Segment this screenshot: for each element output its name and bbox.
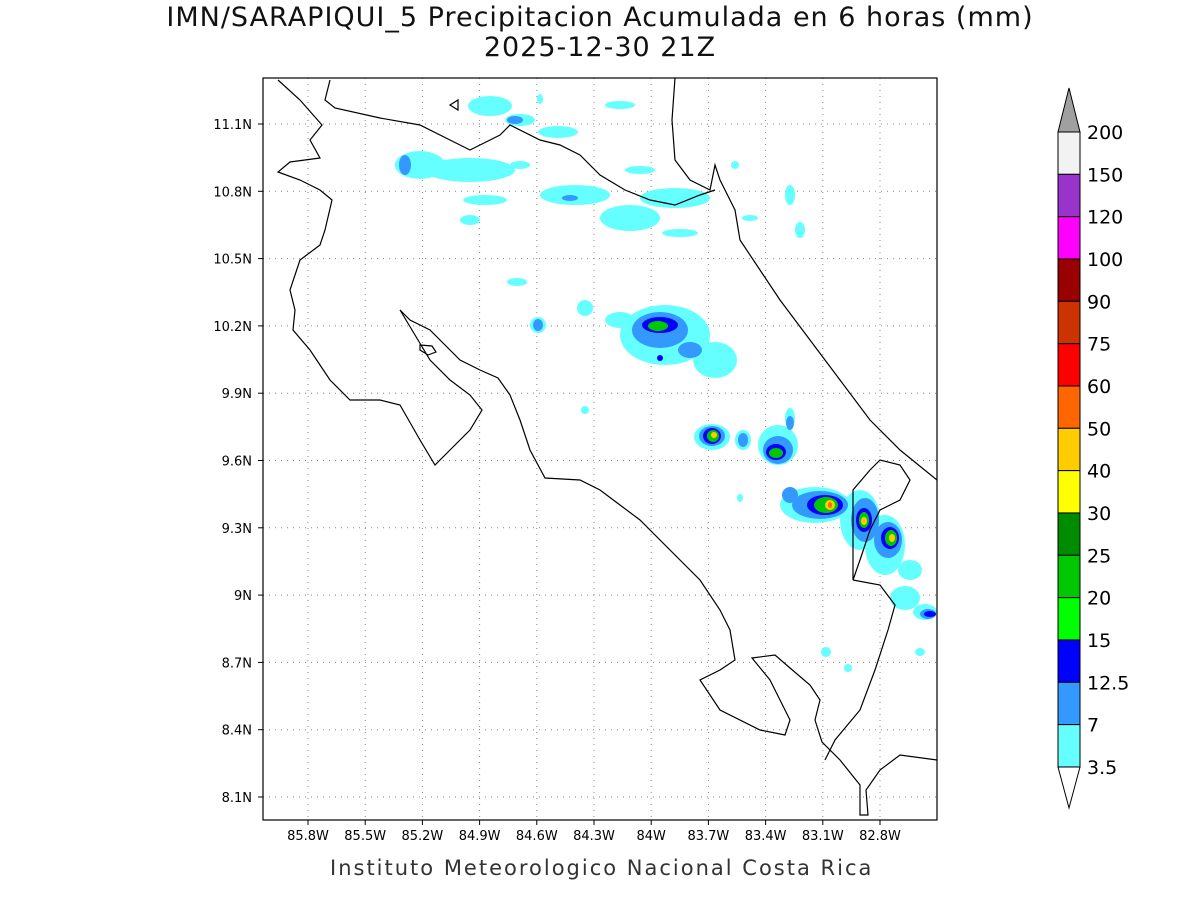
- lat-label: 9.6N: [222, 455, 252, 470]
- lon-label: 85.8W: [287, 829, 329, 844]
- colorbar-label: 75: [1087, 334, 1111, 356]
- lon-label: 84.3W: [573, 829, 615, 844]
- colorbar-label: 200: [1087, 122, 1123, 144]
- lat-label: 10.8N: [213, 185, 252, 200]
- colorbar-box: [1057, 427, 1081, 472]
- lon-label: 85.2W: [401, 829, 443, 844]
- lon-label: 85.5W: [344, 829, 386, 844]
- lat-label: 8.7N: [222, 656, 252, 671]
- lat-label: 10.2N: [213, 320, 252, 335]
- colorbar-label: 120: [1087, 207, 1123, 229]
- lat-label: 9N: [234, 589, 252, 604]
- lon-label: 83.4W: [745, 829, 787, 844]
- lon-label: 83.1W: [802, 829, 844, 844]
- colorbar-label: 20: [1087, 588, 1111, 610]
- colorbar-box: [1057, 173, 1081, 218]
- colorbar-box: [1057, 343, 1081, 387]
- lon-label: 84W: [636, 829, 666, 844]
- map-frame: [262, 77, 938, 821]
- colorbar-box: [1057, 639, 1081, 683]
- colorbar-box: [1057, 724, 1081, 768]
- colorbar-box: [1057, 597, 1081, 641]
- lon-label: 83.7W: [687, 829, 729, 844]
- colorbar-box: [1057, 385, 1081, 429]
- lat-label: 8.1N: [222, 791, 252, 806]
- coastlines: [276, 78, 937, 816]
- lat-label: 8.4N: [222, 724, 252, 739]
- colorbar-label: 90: [1087, 291, 1111, 313]
- colorbar-label: 3.5: [1087, 757, 1117, 779]
- colorbar-box: [1057, 131, 1081, 175]
- colorbar-box: [1057, 512, 1081, 556]
- colorbar-label: 12.5: [1087, 672, 1129, 694]
- colorbar-box: [1057, 681, 1081, 726]
- lat-label: 9.9N: [222, 387, 252, 402]
- colorbar-label: 100: [1087, 249, 1123, 271]
- colorbar-label: 150: [1087, 164, 1123, 186]
- title-line-1: IMN/SARAPIQUI_5 Precipitacion Acumulada …: [166, 2, 1034, 33]
- colorbar-over-triangle: [1057, 87, 1081, 133]
- colorbar-label: 40: [1087, 461, 1111, 483]
- colorbar-box: [1057, 216, 1081, 260]
- colorbar-box: [1057, 470, 1081, 514]
- colorbar-label: 60: [1087, 376, 1111, 398]
- precip-fields: [395, 94, 937, 672]
- colorbar-box: [1057, 300, 1081, 345]
- colorbar-label: 7: [1087, 715, 1099, 737]
- colorbar-label: 25: [1087, 545, 1111, 567]
- colorbar-label: 30: [1087, 503, 1111, 525]
- colorbar-label: 15: [1087, 630, 1111, 652]
- colorbar-box: [1057, 554, 1081, 599]
- latitude-labels: 11.1N 10.8N 10.5N 10.2N 9.9N 9.6N 9.3N 9N 8.7N 8.…: [213, 118, 263, 806]
- colorbar-under-triangle: [1057, 766, 1081, 810]
- lat-label: 9.3N: [222, 522, 252, 537]
- lon-label: 84.6W: [516, 829, 558, 844]
- colorbar-box: [1057, 258, 1081, 302]
- lon-label: 82.8W: [859, 829, 901, 844]
- lon-label: 84.9W: [459, 829, 501, 844]
- colorbar: 200 150 120 100 90 75 60 50 40 30 25 20 15 12.5 7 3.5: [1057, 87, 1129, 810]
- footer-credit: Instituto Meteorologico Nacional Costa R…: [330, 856, 874, 880]
- lat-label: 10.5N: [213, 253, 252, 268]
- colorbar-label: 50: [1087, 418, 1111, 440]
- longitude-labels: 85.8W 85.5W 85.2W 84.9W 84.6W 84.3W 84W 83.7W 83…: [287, 820, 901, 844]
- title-line-2: 2025-12-30 21Z: [483, 32, 717, 63]
- lat-label: 11.1N: [213, 118, 252, 133]
